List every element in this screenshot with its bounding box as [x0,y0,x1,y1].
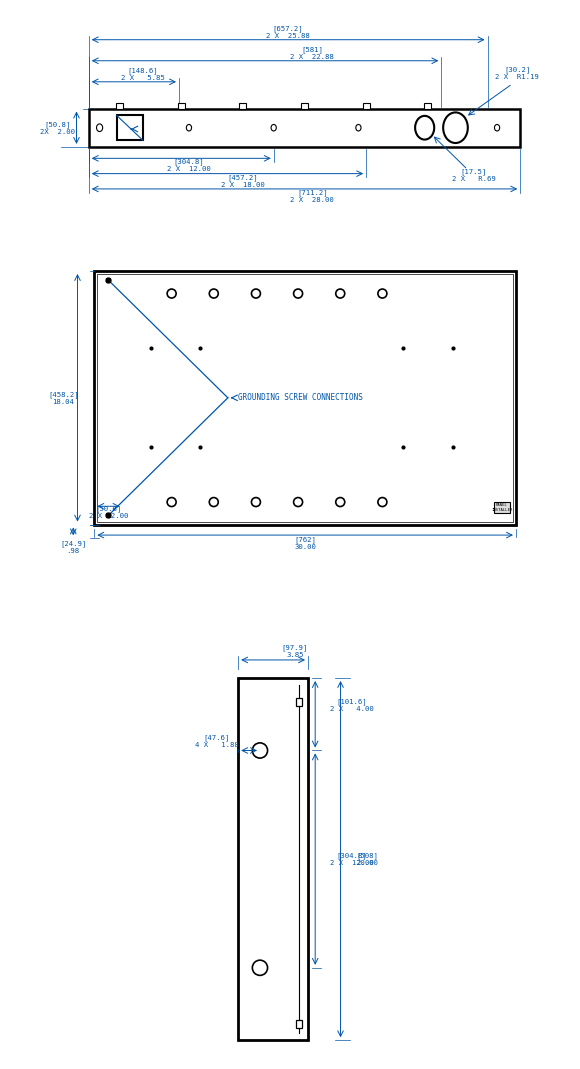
Text: [97.9]
3.85: [97.9] 3.85 [282,644,308,657]
Text: [711.2]
2 X  28.00: [711.2] 2 X 28.00 [291,189,334,203]
Bar [89,109,520,146]
Bar [296,698,302,706]
Bar [362,104,369,109]
Text: [508]
20.00: [508] 20.00 [357,852,379,866]
Bar [178,104,184,109]
Text: [101.6]
2 X   4.00: [101.6] 2 X 4.00 [329,698,374,712]
Text: [657.2]
2 X  25.88: [657.2] 2 X 25.88 [266,25,310,38]
Bar [97,274,513,522]
Bar [238,678,308,1040]
Bar [240,104,246,109]
Bar [107,278,110,282]
Text: [304.8]
2 X  12.00: [304.8] 2 X 12.00 [167,158,211,172]
Bar [107,513,110,517]
Text: PANEL
INSTALLER: PANEL INSTALLER [491,503,513,512]
Bar [296,1020,302,1028]
Text: [581]
2 X  22.88: [581] 2 X 22.88 [291,46,334,60]
Bar [494,502,510,513]
Text: [30.2]
2 X  R1.19: [30.2] 2 X R1.19 [495,66,539,80]
Text: [458.2]
18.04: [458.2] 18.04 [48,391,79,405]
Text: [24.9]
.98: [24.9] .98 [60,540,86,554]
Text: [47.6]
4 X   1.88: [47.6] 4 X 1.88 [195,734,238,748]
Text: GROUNDING SCREW CONNECTIONS: GROUNDING SCREW CONNECTIONS [238,393,362,402]
Text: [50.8]
2X  2.00: [50.8] 2X 2.00 [41,121,75,135]
Text: [50.8]
2 X  2.00: [50.8] 2 X 2.00 [89,505,128,518]
Bar [95,272,516,525]
Bar [117,115,143,140]
Bar [425,104,431,109]
Bar [301,104,308,109]
Bar [116,104,123,109]
Text: [148.6]
2 X   5.85: [148.6] 2 X 5.85 [121,67,165,81]
Text: [457.2]
2 X  18.00: [457.2] 2 X 18.00 [221,174,264,188]
Text: [762]
30.00: [762] 30.00 [294,536,316,549]
Text: [17.5]
2 X   R.69: [17.5] 2 X R.69 [452,168,496,182]
Text: [304.8]
2 X  12.00: [304.8] 2 X 12.00 [329,852,374,866]
